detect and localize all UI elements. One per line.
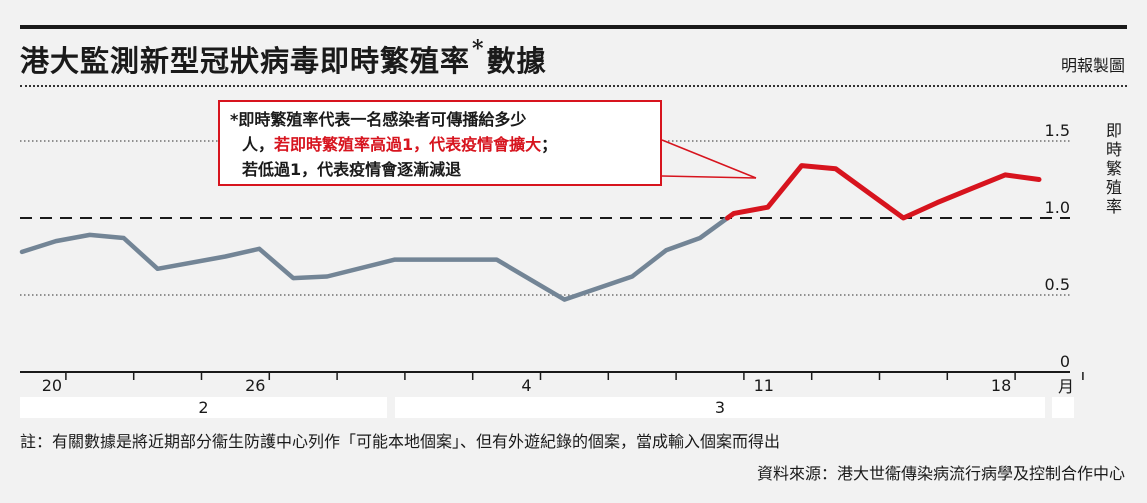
x-tick-label: 18 — [991, 376, 1011, 395]
month-unit-bar — [1052, 397, 1074, 418]
data-point — [562, 298, 566, 302]
data-point — [291, 276, 295, 280]
y-tick-label: 1.0 — [1045, 198, 1070, 217]
data-point — [88, 233, 92, 237]
series-line-above-threshold — [725, 163, 1042, 221]
data-point — [20, 250, 24, 254]
data-point — [1037, 178, 1041, 181]
note-pointer — [661, 139, 757, 179]
data-point — [664, 248, 668, 252]
data-point — [495, 258, 499, 262]
data-point — [698, 236, 702, 240]
month-axis-label: 月 — [1057, 377, 1074, 396]
data-point — [122, 236, 126, 240]
x-tick-label: 26 — [245, 376, 265, 395]
data-point — [732, 211, 736, 215]
data-point — [54, 239, 58, 243]
y-tick-label: 1.5 — [1045, 121, 1070, 140]
y-axis-label: 即時繁殖率 — [1105, 121, 1122, 216]
data-point — [935, 201, 939, 205]
data-point — [257, 247, 261, 251]
y-tick-label: 0.5 — [1045, 275, 1070, 294]
data-point — [223, 255, 227, 258]
credit-label: 明報製圖 — [1060, 56, 1125, 75]
series-line-below-threshold — [19, 215, 730, 302]
data-point — [630, 275, 634, 279]
x-tick-label: 4 — [521, 376, 531, 395]
page-title: 港大監測新型冠狀病毒即時繁殖率*數據 — [20, 36, 547, 78]
data-point — [393, 258, 397, 262]
definition-note: *即時繁殖率代表一名感染者可傳播給多少 人，若即時繁殖率高過1，代表疫情會擴大；… — [218, 100, 662, 186]
data-point — [325, 275, 329, 279]
data-point — [800, 164, 804, 168]
note-pointer — [661, 175, 757, 179]
y-tick-label: 0 — [1060, 352, 1070, 371]
data-point — [1003, 173, 1007, 177]
note-line-1: *即時繁殖率代表一名感染者可傳播給多少 — [230, 110, 527, 129]
data-point — [156, 267, 160, 271]
month-bar: 2 — [20, 397, 387, 418]
title-divider — [20, 85, 1127, 87]
note-line-2: 人，若即時繁殖率高過1，代表疫情會擴大； — [242, 135, 558, 154]
footnote: 註：有關數據是將近期部分衞生防護中心列作「可能本地個案」、但有外遊紀錄的個案，當… — [20, 432, 781, 451]
data-point — [834, 167, 838, 171]
data-point — [969, 187, 973, 191]
data-point — [427, 258, 431, 262]
x-tick-label: 20 — [42, 376, 62, 395]
note-line-3: 若低過1，代表疫情會逐漸減退 — [242, 160, 462, 179]
data-point — [766, 205, 770, 209]
data-point — [901, 216, 905, 220]
month-bar: 3 — [394, 397, 1045, 418]
source-label: 資料來源：港大世衞傳染病流行病學及控制合作中心 — [756, 464, 1125, 483]
x-tick-label: 11 — [754, 376, 774, 395]
top-rule — [20, 25, 1127, 29]
data-point — [868, 191, 871, 195]
